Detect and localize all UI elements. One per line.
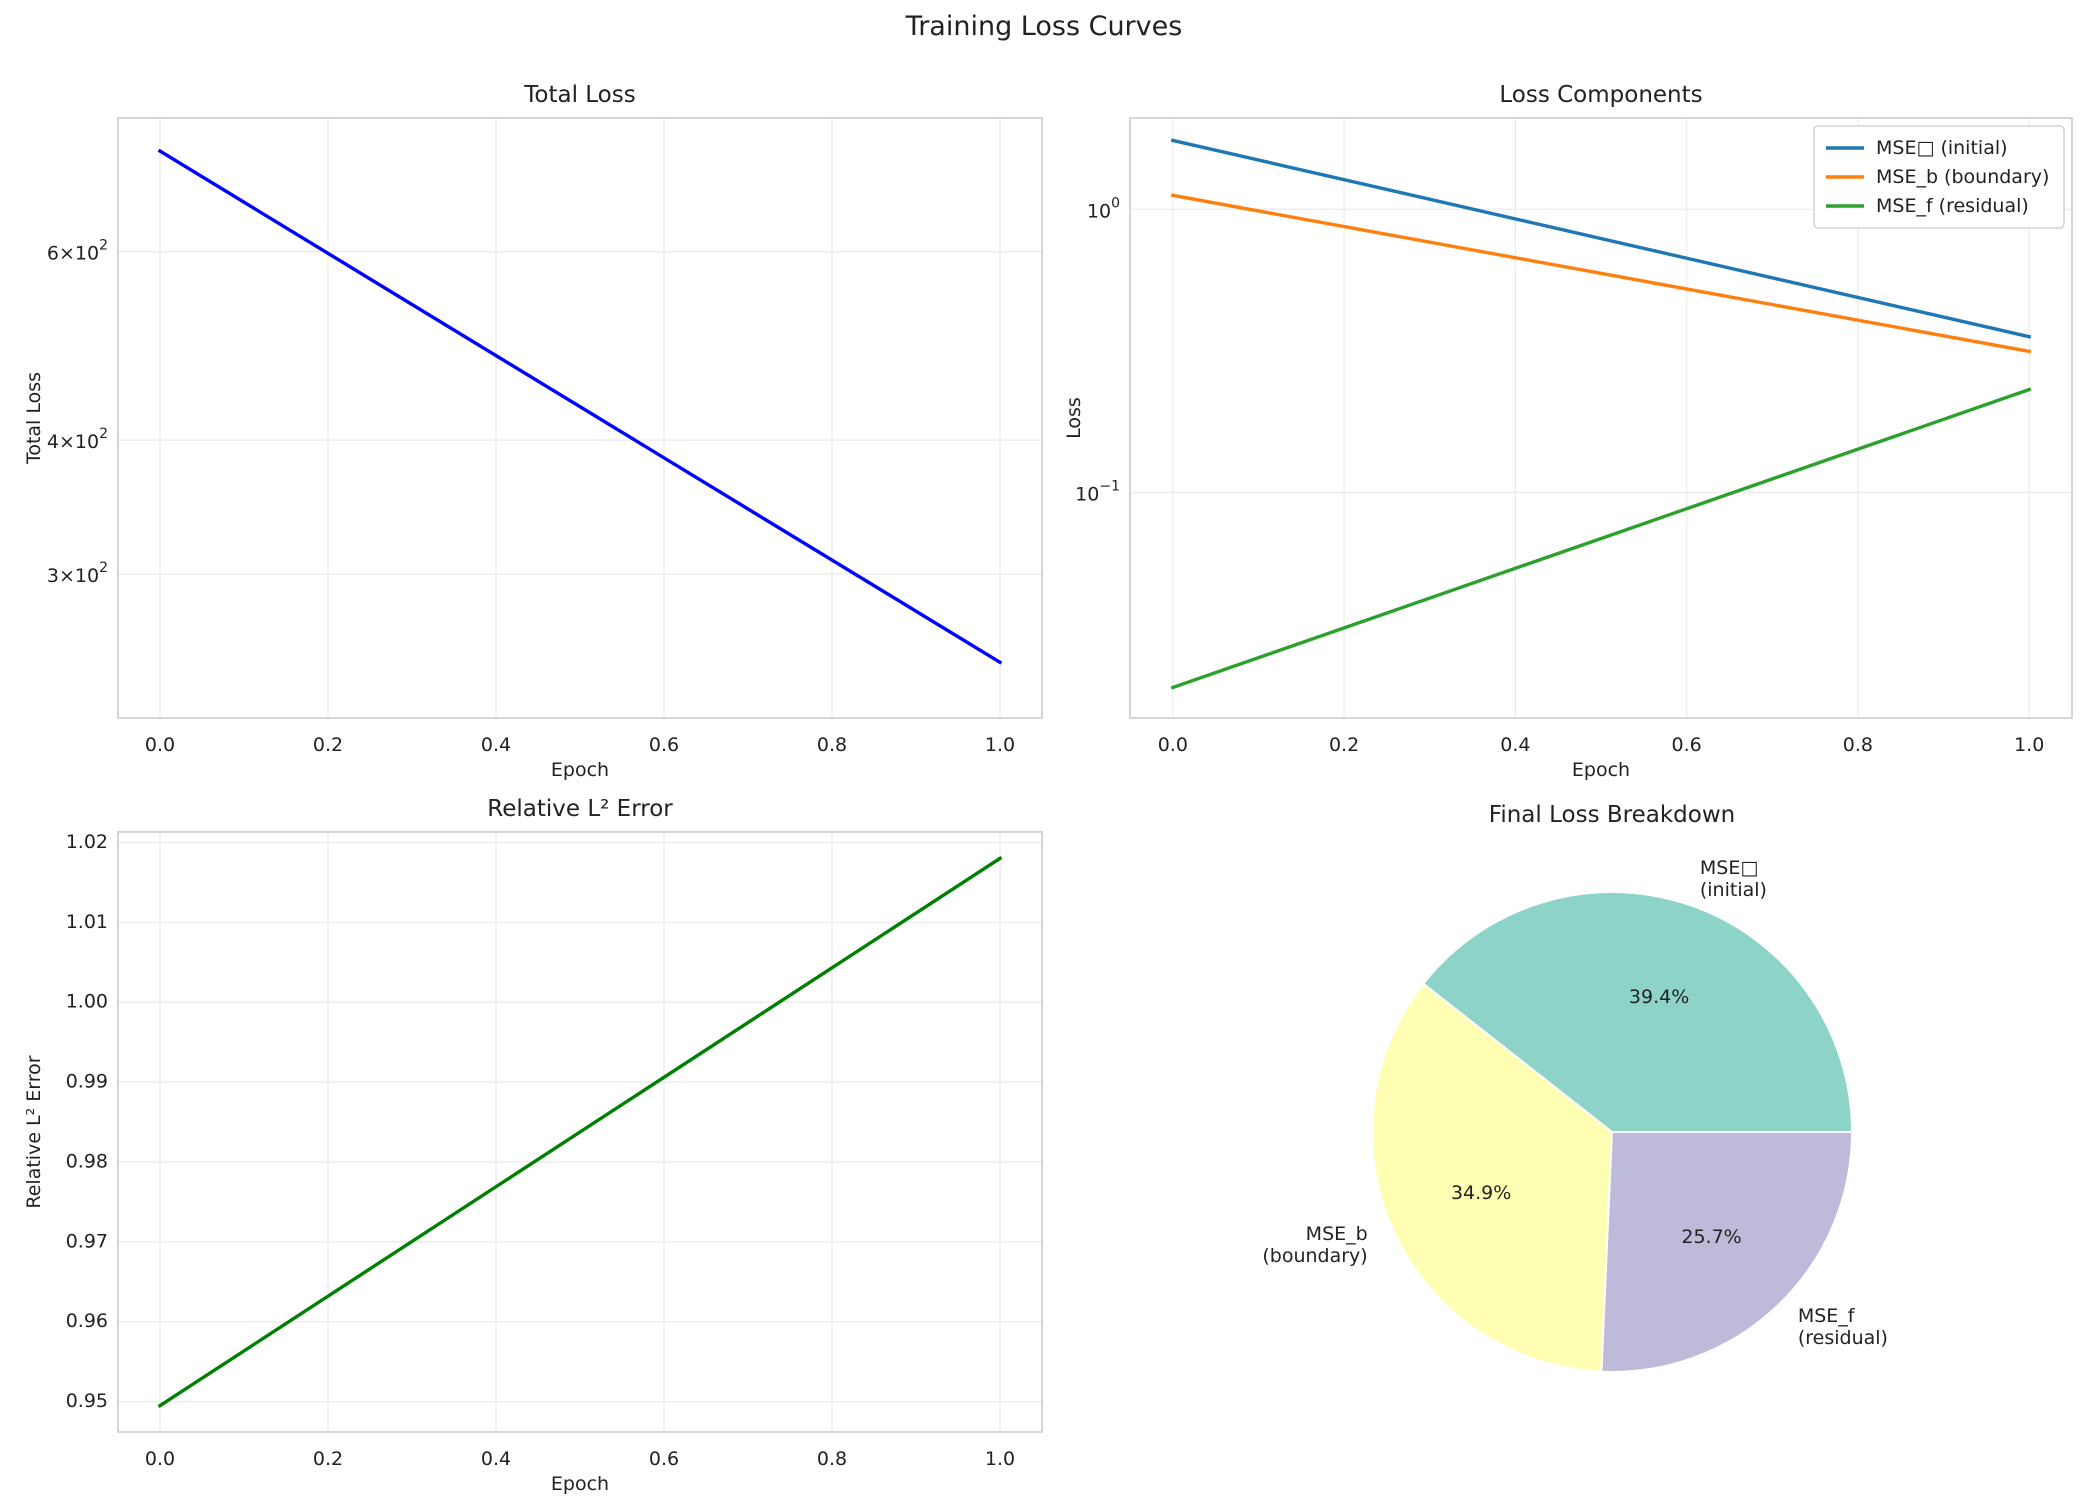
- y-axis-label: Total Loss: [23, 372, 45, 465]
- x-tick-label: 1.0: [985, 1448, 1015, 1470]
- pie-percent-label: 34.9%: [1451, 1182, 1511, 1204]
- x-tick-label: 0.0: [1158, 734, 1188, 756]
- x-tick-label: 0.4: [481, 1448, 511, 1470]
- loss-components-panel: 0.0 0.2 0.4 0.6 0.8 1.0 100 10−1 Loss Components…: [1063, 82, 2073, 781]
- legend: MSE□ (initial) MSE_b (boundary) MSE_f (res…: [1813, 125, 2065, 229]
- pie-slice-label: (boundary): [1262, 1245, 1367, 1267]
- x-tick-label: 0.8: [1843, 734, 1873, 756]
- series-line: [1170, 138, 2032, 339]
- y-tick-label: 10−1: [1075, 479, 1120, 506]
- y-tick-label: 1.00: [66, 991, 108, 1013]
- x-tick-label: 0.8: [817, 1448, 847, 1470]
- plot-border: [117, 117, 1043, 719]
- x-tick-label: 0.0: [145, 1448, 175, 1470]
- y-tick-label: 6×102: [47, 238, 108, 265]
- x-axis-label: Epoch: [1572, 759, 1630, 781]
- y-tick-label: 0.99: [66, 1071, 108, 1093]
- final-loss-breakdown-panel: Final Loss Breakdown 39.4% MSE□(initial) 34…: [1262, 802, 1888, 1373]
- x-tick-label: 0.0: [145, 734, 175, 756]
- pie-slice: [1600, 1131, 1854, 1373]
- y-tick-label: 0.95: [66, 1390, 108, 1412]
- y-tick-label: 3×102: [47, 560, 108, 587]
- series-line: [157, 856, 1003, 1408]
- y-tick-label: 1.02: [66, 831, 108, 853]
- pie-percent-label: 25.7%: [1681, 1226, 1741, 1248]
- panel-title: Final Loss Breakdown: [1489, 802, 1735, 828]
- y-tick-label: 1.01: [66, 911, 108, 933]
- x-tick-label: 0.2: [1329, 734, 1359, 756]
- x-axis-label: Epoch: [551, 1473, 609, 1495]
- panel-title: Relative L² Error: [487, 796, 673, 822]
- y-axis-label: Loss: [1063, 397, 1085, 439]
- x-tick-label: 0.8: [817, 734, 847, 756]
- x-tick-label: 0.2: [313, 1448, 343, 1470]
- plot-border: [117, 831, 1043, 1433]
- y-tick-label: 0.98: [66, 1150, 108, 1172]
- x-tick-label: 0.4: [1500, 734, 1530, 756]
- legend-label: MSE_b (boundary): [1876, 166, 2049, 188]
- relative-l2-error-panel: 0.0 0.2 0.4 0.6 0.8 1.0 0.95 0.96 0.97 0.98 0.99 1.…: [23, 796, 1043, 1495]
- x-tick-label: 0.6: [1672, 734, 1702, 756]
- pie-slice: [1421, 891, 1854, 1133]
- pie-slice-label: MSE_f: [1798, 1305, 1856, 1327]
- y-axis-label: Relative L² Error: [23, 1055, 45, 1208]
- pie-slice-label: (initial): [1700, 879, 1767, 901]
- x-tick-label: 0.2: [313, 734, 343, 756]
- y-tick-label: 100: [1087, 195, 1120, 222]
- x-tick-label: 0.6: [649, 1448, 679, 1470]
- x-tick-label: 0.6: [649, 734, 679, 756]
- legend-label: MSE_f (residual): [1876, 195, 2029, 217]
- pie-percent-label: 39.4%: [1629, 986, 1689, 1008]
- series-line: [157, 148, 1003, 665]
- legend-frame: [1813, 125, 2065, 229]
- panel-title: Loss Components: [1499, 82, 1702, 108]
- series-line: [1170, 193, 2032, 354]
- x-tick-label: 1.0: [2014, 734, 2044, 756]
- legend-label: MSE□ (initial): [1876, 137, 2008, 159]
- pie-slice: [1371, 982, 1614, 1373]
- panel-title: Total Loss: [523, 82, 635, 108]
- y-tick-label: 4×102: [47, 426, 108, 453]
- figure-title: Training Loss Curves: [905, 11, 1183, 42]
- y-tick-label: 0.97: [66, 1230, 108, 1252]
- pie-slice-label: MSE_b: [1306, 1223, 1368, 1245]
- y-tick-label: 0.96: [66, 1310, 108, 1332]
- plot-border: [1129, 117, 2073, 719]
- x-axis-label: Epoch: [551, 759, 609, 781]
- pie-slice-label: (residual): [1798, 1327, 1888, 1349]
- x-tick-label: 0.4: [481, 734, 511, 756]
- series-line: [1170, 387, 2032, 690]
- pie-slice-label: MSE□: [1700, 857, 1758, 879]
- x-tick-label: 1.0: [985, 734, 1015, 756]
- total-loss-panel: 0.0 0.2 0.4 0.6 0.8 1.0 6×102 4×102 3×102 Total L…: [23, 82, 1043, 781]
